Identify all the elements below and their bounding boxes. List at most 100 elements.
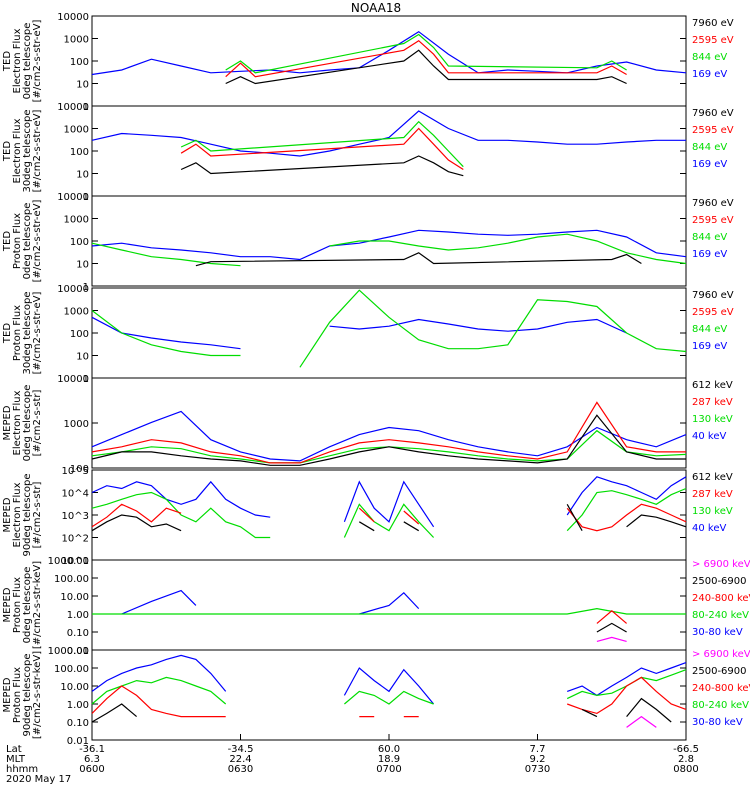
y-axis-label-line: Proton Flux — [12, 577, 23, 633]
panel-frame — [91, 15, 687, 107]
y-tick-label: 0.10 — [67, 628, 89, 639]
y-axis-label: TEDElectron Flux0deg telescope[#/cm2-s-s… — [2, 20, 43, 103]
y-axis-label-line: Proton Flux — [12, 667, 23, 723]
y-axis-label-line: Electron Flux — [12, 28, 23, 93]
y-tick-label: 0.01 — [67, 736, 89, 747]
legend-entry: 844 eV — [692, 142, 727, 153]
y-axis-label-line: MEPED — [2, 677, 13, 712]
series-80-240-kev — [91, 669, 687, 705]
y-tick-label: 1 — [83, 102, 89, 113]
series-287-kev — [91, 503, 687, 532]
panel-1: 1 10 100 1000 10000 TEDElectron Flux0deg tele… — [2, 12, 734, 113]
series-240-800-kev — [91, 676, 687, 718]
y-axis-label-line: TED — [2, 323, 13, 344]
panel-frame — [91, 287, 687, 379]
x-tick-label-mlt: 6.3 — [84, 754, 100, 765]
x-tick-label-lat: -66.5 — [673, 744, 699, 755]
y-axis-label-line: 0deg telescope — [22, 23, 33, 100]
y-tick-label: 10^5 — [62, 466, 89, 477]
y-tick-label: 1 — [83, 192, 89, 203]
series-7960-ev — [180, 155, 464, 177]
legend-entry: 169 eV — [692, 341, 727, 352]
y-axis-label-line: [#/cm2-s-str-keV] — [32, 561, 43, 649]
x-tick-label-lat: 60.0 — [378, 744, 400, 755]
y-axis-label-line: Electron Flux — [12, 482, 23, 547]
y-axis-label-line: 0deg telescope — [22, 203, 33, 280]
legend-entry: 844 eV — [692, 52, 727, 63]
y-axis-label-line: 0deg telescope — [22, 385, 33, 462]
legend-entry: 612 keV — [692, 472, 733, 483]
panel-3: 1 10 100 1000 10000 TEDProton Flux0deg telesc… — [2, 192, 734, 293]
legend-entry: 2500-6900 — [692, 576, 747, 587]
y-tick-label: 1000 — [64, 215, 89, 226]
y-tick-label: 10 — [76, 170, 89, 181]
x-tick-label-lat: -34.5 — [228, 744, 254, 755]
x-tick-label-hhmm: 0630 — [228, 764, 253, 775]
x-tick-label-hhmm: 0600 — [79, 764, 104, 775]
series-30-80-kev — [122, 591, 597, 614]
y-axis-label-line: [#/cm2-s-str-eV] — [32, 200, 43, 283]
series-169-ev — [91, 110, 686, 157]
series-844-ev — [225, 33, 627, 74]
legend-entry: 7960 eV — [692, 198, 734, 209]
y-tick-label: 10000 — [57, 102, 89, 113]
y-axis-label-line: Proton Flux — [12, 305, 23, 361]
y-axis-label: TEDElectron Flux30deg telescope[#/cm2-s-… — [2, 109, 43, 192]
legend-entry: 2500-6900 — [692, 666, 747, 677]
y-tick-label: 1000 — [64, 125, 89, 136]
y-tick-label: 10^2 — [62, 534, 89, 545]
y-tick-label: 100 — [70, 57, 89, 68]
y-tick-label: 10 — [76, 80, 89, 91]
panel-4: 1 10 100 1000 10000 TEDProton Flux30deg teles… — [2, 284, 734, 385]
legend-entry: 287 keV — [692, 397, 733, 408]
series-2500-6900 — [91, 697, 672, 723]
x-tick-label-lat: 7.7 — [530, 744, 546, 755]
series-2595-ev — [180, 127, 464, 171]
legend-entry: 7960 eV — [692, 108, 734, 119]
series-80-240-kev — [92, 607, 686, 615]
panel-2: 1 10 100 1000 10000 TEDElectron Flux30deg tel… — [2, 102, 734, 203]
series--6900-kev — [596, 636, 627, 642]
legend-entry: 80-240 keV — [692, 610, 749, 621]
legend-entry: 844 eV — [692, 324, 727, 335]
y-tick-label: 100.00 — [54, 664, 89, 675]
legend-entry: 2595 eV — [692, 35, 734, 46]
y-tick-label: 10.00 — [60, 592, 89, 603]
legend-entry: 169 eV — [692, 249, 727, 260]
x-tick-label-mlt: 2.8 — [678, 754, 694, 765]
legend-entry: 169 eV — [692, 69, 727, 80]
series-2500-6900 — [596, 622, 627, 633]
y-axis-label-line: 30deg telescope — [22, 109, 33, 192]
x-tick-label-mlt: 18.9 — [378, 754, 400, 765]
legend-entry: 40 keV — [692, 523, 726, 534]
panel-frame — [91, 105, 687, 197]
x-row-label: MLT — [6, 754, 26, 765]
y-axis-label-line: [#/cm2-s-str-eV] — [32, 292, 43, 375]
panel-7: 0.01 0.10 1.00 10.00 100.00 1000.00 MEPEDProto… — [2, 556, 750, 657]
y-axis-label-line: TED — [2, 51, 13, 72]
x-tick-label-mlt: 9.2 — [530, 754, 546, 765]
panel-frame — [91, 377, 687, 469]
legend-entry: > 6900 keV — [692, 559, 750, 570]
y-axis-label-line: MEPED — [2, 497, 13, 532]
legend-entry: 287 keV — [692, 489, 733, 500]
legend-entry: 30-80 keV — [692, 717, 743, 728]
series--6900-kev — [626, 715, 657, 728]
series-169-ev — [91, 229, 687, 261]
y-tick-label: 1000.00 — [48, 646, 89, 657]
y-axis-label: MEPEDElectron Flux0deg telescope[#/cm2-s… — [2, 385, 43, 462]
legend-entry: 2595 eV — [692, 307, 734, 318]
y-axis-label-line: 90deg telescope — [22, 653, 33, 736]
y-tick-label: 1000.00 — [48, 556, 89, 567]
y-axis-label-line: [#/cm2-s-str] — [32, 389, 43, 456]
panel-6: 10^1 10^2 10^3 10^4 10^5 MEPEDElectron Flux90… — [2, 466, 733, 567]
y-tick-label: 10^3 — [62, 511, 89, 522]
series-612-kev — [91, 414, 686, 466]
legend-entry: 2595 eV — [692, 215, 734, 226]
y-axis-label: TEDProton Flux0deg telescope[#/cm2-s-str… — [2, 200, 43, 283]
y-tick-label: 1000 — [64, 419, 89, 430]
